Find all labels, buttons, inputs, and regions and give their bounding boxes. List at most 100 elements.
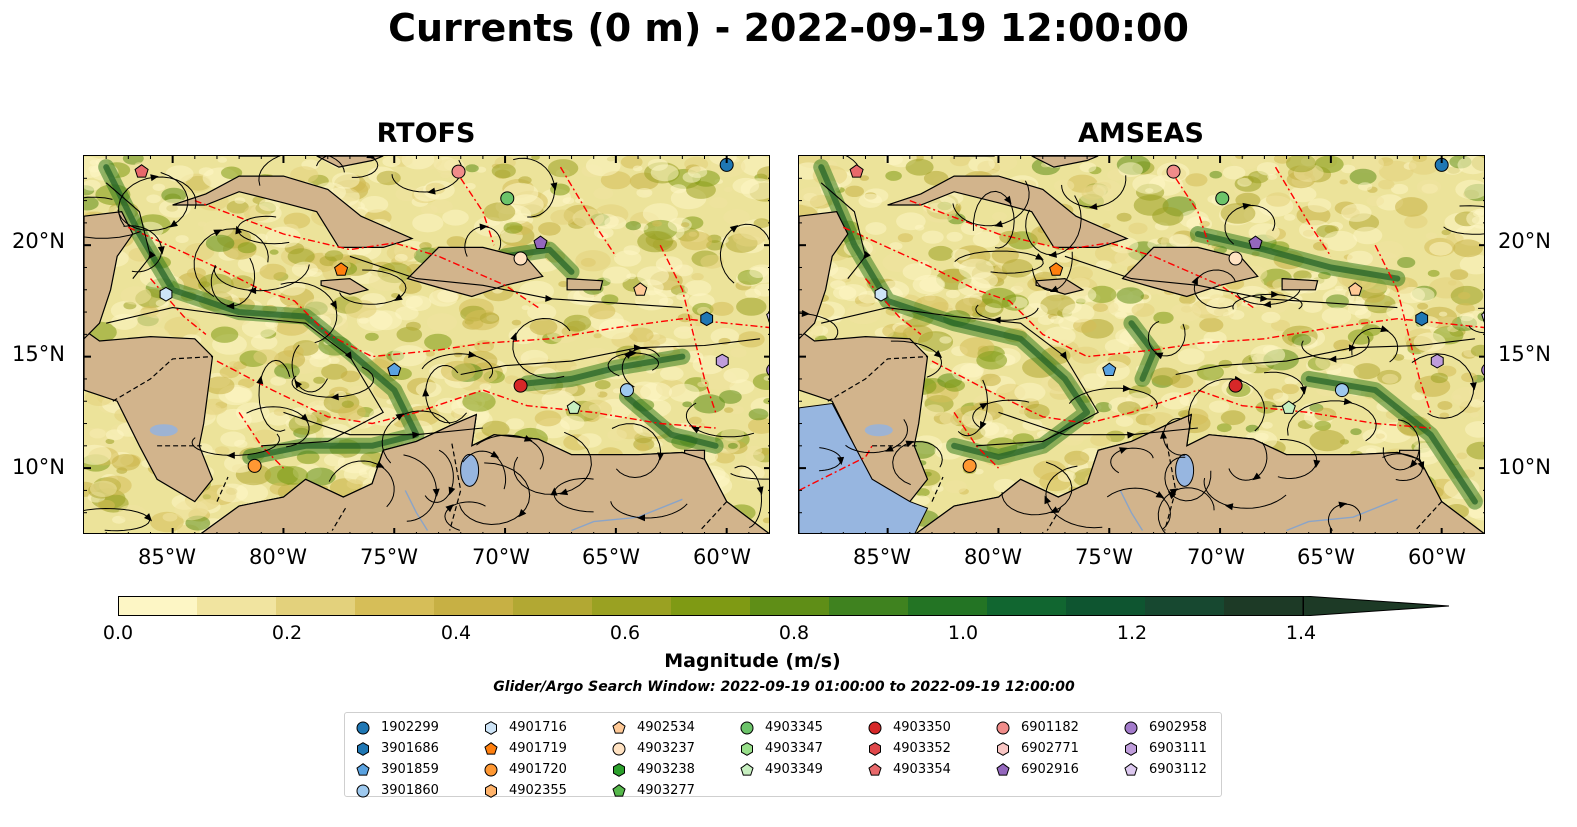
legend-item: 4901720 [483,759,567,780]
panel-title-amseas: AMSEAS [1078,118,1204,149]
legend-marker-icon [869,741,881,756]
float-marker-4901720[interactable] [962,458,977,473]
legend-marker-icon [1124,721,1138,734]
legend-item: 4902534 [611,717,695,738]
lon-tick-label: 80°W [964,545,1022,569]
legend-item: 4903277 [611,780,695,801]
colorbar-segment [1224,596,1304,616]
legend-label: 3901860 [381,783,439,798]
colorbar-segment [829,596,909,616]
float-marker-4903237[interactable] [513,251,528,266]
lat-tick-label: 10°N [12,455,65,479]
colorbar-tick-label: 1.0 [947,622,979,644]
legend-marker-icon [612,783,626,797]
legend-marker-icon [484,763,498,776]
lat-tick-label: 15°N [1498,342,1551,366]
legend-item: 1902299 [355,717,439,738]
legend-item: 3901860 [355,780,439,801]
lon-tick-label: 80°W [249,545,307,569]
float-marker-4903350[interactable] [513,378,528,393]
lon-tick-label: 70°W [1187,545,1245,569]
float-marker-6902958[interactable] [766,364,770,377]
float-marker-3901686[interactable] [1415,311,1429,327]
float-marker-4901720[interactable] [247,458,262,473]
colorbar-label: Magnitude (m/s) [664,650,841,672]
colorbar-segment [1145,596,1225,616]
float-marker-6902916[interactable] [533,235,548,249]
legend-item: 3901859 [355,759,439,780]
float-marker-4903354[interactable] [849,164,864,178]
float-marker-4903349[interactable] [566,400,581,414]
legend-marker-icon [740,762,754,776]
float-marker-4903345[interactable] [1215,191,1230,206]
legend-label: 6902958 [1149,720,1207,735]
legend-item: 4903238 [611,759,695,780]
legend-marker-icon [741,741,753,756]
legend-marker-icon [996,762,1010,776]
map-panel-amseas[interactable] [798,155,1485,534]
float-marker-6903111[interactable] [715,353,729,369]
float-marker-3901859[interactable] [387,362,402,376]
colorbar-segment [592,596,672,616]
legend-label: 4903238 [637,762,695,777]
float-marker-4902534[interactable] [1348,282,1363,296]
colorbar-segment [908,596,988,616]
float-marker-6901182[interactable] [1166,164,1181,179]
legend-marker-icon [740,721,754,734]
float-marker-6903111[interactable] [1430,353,1444,369]
lon-tick-label: 60°W [693,545,751,569]
float-marker-6901182[interactable] [451,164,466,179]
float-marker-4901716[interactable] [874,286,888,302]
legend-marker-icon [485,783,497,798]
float-marker-4901716[interactable] [159,286,173,302]
float-marker-4901719[interactable] [334,262,349,276]
colorbar-segment [987,596,1067,616]
float-marker-3901859[interactable] [1102,362,1117,376]
float-marker-4903354[interactable] [134,164,149,178]
float-marker-3901860[interactable] [1334,383,1349,398]
lon-tick-label: 65°W [1297,545,1355,569]
lat-tick-label: 20°N [12,229,65,253]
map-panel-rtofs[interactable] [83,155,770,534]
legend-marker-icon [1125,741,1137,756]
legend-label: 6901182 [1021,720,1079,735]
legend-item: 6902916 [995,759,1079,780]
legend-marker-icon [357,741,369,756]
legend-marker-icon [485,720,497,735]
legend-label: 6902771 [1021,741,1079,756]
float-marker-6902916[interactable] [1248,235,1263,249]
float-marker-6903112[interactable] [766,310,770,323]
legend-item: 4902355 [483,780,567,801]
float-marker-4903345[interactable] [500,191,515,206]
float-marker-4902534[interactable] [633,282,648,296]
float-marker-4901719[interactable] [1049,262,1064,276]
legend-label: 4903345 [765,720,823,735]
colorbar-segment [276,596,356,616]
legend-label: 4903237 [637,741,695,756]
colorbar [118,596,1450,616]
float-marker-4903237[interactable] [1228,251,1243,266]
lat-tick-label: 15°N [12,342,65,366]
colorbar-tick-label: 0.0 [102,622,134,644]
colorbar-segment [355,596,435,616]
legend-label: 4903277 [637,783,695,798]
float-marker-6903112[interactable] [1481,310,1485,323]
legend-marker-icon [612,742,626,755]
legend-item: 4903354 [867,759,951,780]
float-marker-6902958[interactable] [1481,364,1485,377]
legend-label: 4902355 [509,783,567,798]
legend-item: 4903350 [867,717,951,738]
legend-label: 4901720 [509,762,567,777]
lon-tick-label: 70°W [472,545,530,569]
legend-marker-icon [356,784,370,797]
colorbar-tick-label: 0.2 [271,622,303,644]
float-marker-4903350[interactable] [1228,378,1243,393]
legend-label: 4903350 [893,720,951,735]
float-marker-4903349[interactable] [1281,400,1296,414]
legend-label: 4903352 [893,741,951,756]
legend-marker-icon [868,721,882,734]
colorbar-tick-label: 0.6 [609,622,641,644]
float-marker-3901686[interactable] [700,311,714,327]
legend-marker-icon [997,741,1009,756]
float-marker-3901860[interactable] [619,383,634,398]
